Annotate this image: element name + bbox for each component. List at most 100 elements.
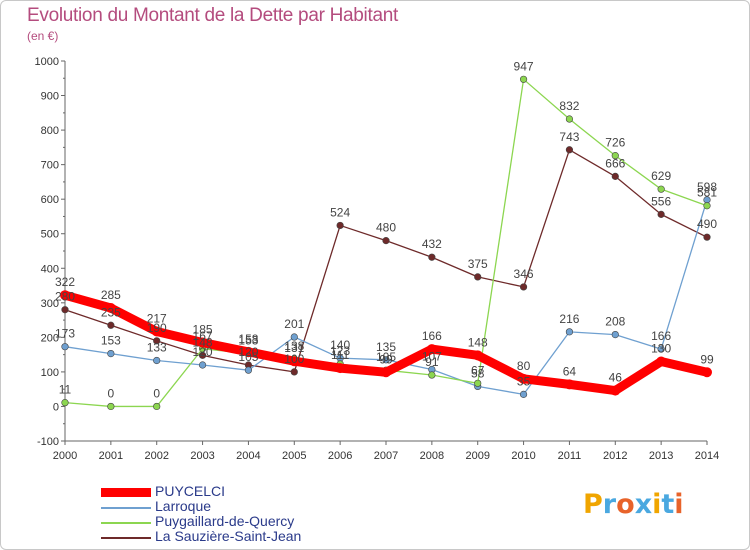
data-label-puycelci: 148 xyxy=(468,335,488,349)
data-label-puycelci: 131 xyxy=(284,341,304,355)
data-label-puygaillard-de-quercy: 11 xyxy=(59,383,72,397)
x-tick-label: 2006 xyxy=(328,450,352,462)
data-label-larroque: 107 xyxy=(422,349,442,363)
data-point-puygaillard-de-quercy xyxy=(703,202,711,210)
data-point-puycelci xyxy=(151,326,162,337)
data-point-puycelci xyxy=(472,350,483,361)
logo-letter: t xyxy=(661,489,675,520)
data-point-puycelci xyxy=(656,356,667,367)
x-tick-label: 2013 xyxy=(649,450,673,462)
data-point-larroque xyxy=(61,343,69,351)
data-label-larroque: 208 xyxy=(605,315,625,329)
data-point-la-sauzi-re-saint-jean xyxy=(474,273,482,281)
y-tick-label: 1000 xyxy=(35,56,59,68)
legend-swatch-puygaillard xyxy=(101,522,151,524)
data-label-puycelci: 99 xyxy=(700,352,714,366)
logo-letter: o xyxy=(616,489,635,520)
data-point-puygaillard-de-quercy xyxy=(474,379,482,387)
data-label-puygaillard-de-quercy: 153 xyxy=(238,334,258,348)
data-point-la-sauzi-re-saint-jean xyxy=(611,172,619,180)
legend-swatch-larroque xyxy=(101,507,151,509)
data-point-larroque xyxy=(107,350,115,358)
data-label-puycelci: 285 xyxy=(101,288,121,302)
data-point-la-sauzi-re-saint-jean xyxy=(153,337,161,345)
x-tick-label: 2010 xyxy=(511,450,535,462)
data-point-larroque xyxy=(382,356,390,364)
data-label-puycelci: 185 xyxy=(193,323,213,337)
data-label-puygaillard-de-quercy: 138 xyxy=(284,339,304,353)
data-point-la-sauzi-re-saint-jean xyxy=(61,306,69,314)
data-point-la-sauzi-re-saint-jean xyxy=(290,368,298,376)
x-tick-label: 2008 xyxy=(420,450,444,462)
y-tick-label: 400 xyxy=(41,263,59,275)
data-point-puygaillard-de-quercy xyxy=(519,75,528,83)
series-line-la-sauzi-re-saint-jean xyxy=(64,149,708,373)
data-label-puygaillard-de-quercy: 91 xyxy=(425,355,439,369)
data-label-la-sauzi-re-saint-jean: 346 xyxy=(514,267,534,281)
data-point-puycelci xyxy=(426,344,437,355)
data-point-puycelci xyxy=(105,303,116,313)
data-label-la-sauzi-re-saint-jean: 100 xyxy=(284,352,304,366)
data-point-puygaillard-de-quercy xyxy=(565,115,574,123)
data-label-larroque: 166 xyxy=(651,329,671,343)
data-point-la-sauzi-re-saint-jean xyxy=(565,146,574,154)
y-tick-label: 600 xyxy=(41,194,59,206)
data-point-la-sauzi-re-saint-jean xyxy=(336,221,344,230)
data-label-la-sauzi-re-saint-jean: 235 xyxy=(101,305,121,319)
logo-letter: x xyxy=(634,489,653,520)
data-point-puycelci xyxy=(564,379,575,390)
data-label-puygaillard-de-quercy: 105 xyxy=(376,350,396,364)
data-label-la-sauzi-re-saint-jean: 490 xyxy=(697,217,717,231)
data-label-la-sauzi-re-saint-jean: 280 xyxy=(55,290,75,304)
data-label-puycelci: 166 xyxy=(422,329,442,343)
logo-letter: i xyxy=(674,489,684,520)
data-point-la-sauzi-re-saint-jean xyxy=(428,253,436,261)
x-tick-label: 2007 xyxy=(374,450,398,462)
data-label-puycelci: 80 xyxy=(517,359,531,373)
data-label-puycelci: 217 xyxy=(147,311,167,325)
data-label-puygaillard-de-quercy: 167 xyxy=(193,329,213,343)
y-tick-label: 800 xyxy=(41,125,59,137)
data-point-larroque xyxy=(290,333,298,341)
data-label-la-sauzi-re-saint-jean: 480 xyxy=(376,221,396,235)
data-label-la-sauzi-re-saint-jean: 375 xyxy=(468,257,488,271)
data-label-larroque: 201 xyxy=(284,317,304,331)
data-point-la-sauzi-re-saint-jean xyxy=(107,321,115,329)
x-tick-label: 2014 xyxy=(695,450,719,462)
data-label-larroque: 598 xyxy=(697,180,717,194)
data-point-puycelci xyxy=(289,356,300,367)
data-label-puycelci: 111 xyxy=(331,348,350,362)
data-point-puycelci xyxy=(335,363,346,374)
data-label-larroque: 216 xyxy=(559,312,579,326)
data-label-la-sauzi-re-saint-jean: 148 xyxy=(193,335,213,349)
data-point-puygaillard-de-quercy xyxy=(428,371,436,379)
data-point-puycelci xyxy=(243,346,254,357)
data-point-larroque xyxy=(198,361,207,369)
x-tick-label: 2001 xyxy=(99,450,123,462)
data-point-puycelci xyxy=(60,290,70,301)
data-label-larroque: 133 xyxy=(147,341,167,355)
data-label-larroque: 173 xyxy=(55,327,75,341)
x-tick-label: 2012 xyxy=(603,450,627,462)
data-point-puygaillard-de-quercy xyxy=(611,152,619,160)
x-tick-label: 2004 xyxy=(236,450,260,462)
chart-subtitle: (en €) xyxy=(27,29,59,43)
data-point-puycelci xyxy=(518,373,529,384)
data-point-la-sauzi-re-saint-jean xyxy=(657,210,665,218)
data-label-larroque: 140 xyxy=(330,338,350,352)
y-tick-label: 100 xyxy=(41,367,59,379)
data-point-larroque xyxy=(657,345,665,353)
data-label-puycelci: 130 xyxy=(651,342,671,356)
data-point-puygaillard-de-quercy xyxy=(153,402,161,411)
data-label-puygaillard-de-quercy: 67 xyxy=(471,363,485,377)
data-point-puygaillard-de-quercy xyxy=(657,185,665,193)
legend-label-puygaillard: Puygaillard-de-Quercy xyxy=(155,513,295,529)
data-point-larroque xyxy=(611,331,619,339)
x-tick-label: 2000 xyxy=(53,450,77,462)
data-label-puycelci: 99 xyxy=(379,352,393,366)
y-tick-label: 900 xyxy=(41,91,59,103)
proxiti-logo: Proxiti xyxy=(583,489,684,520)
data-label-puycelci: 322 xyxy=(55,275,75,289)
data-label-puycelci: 158 xyxy=(238,332,258,346)
